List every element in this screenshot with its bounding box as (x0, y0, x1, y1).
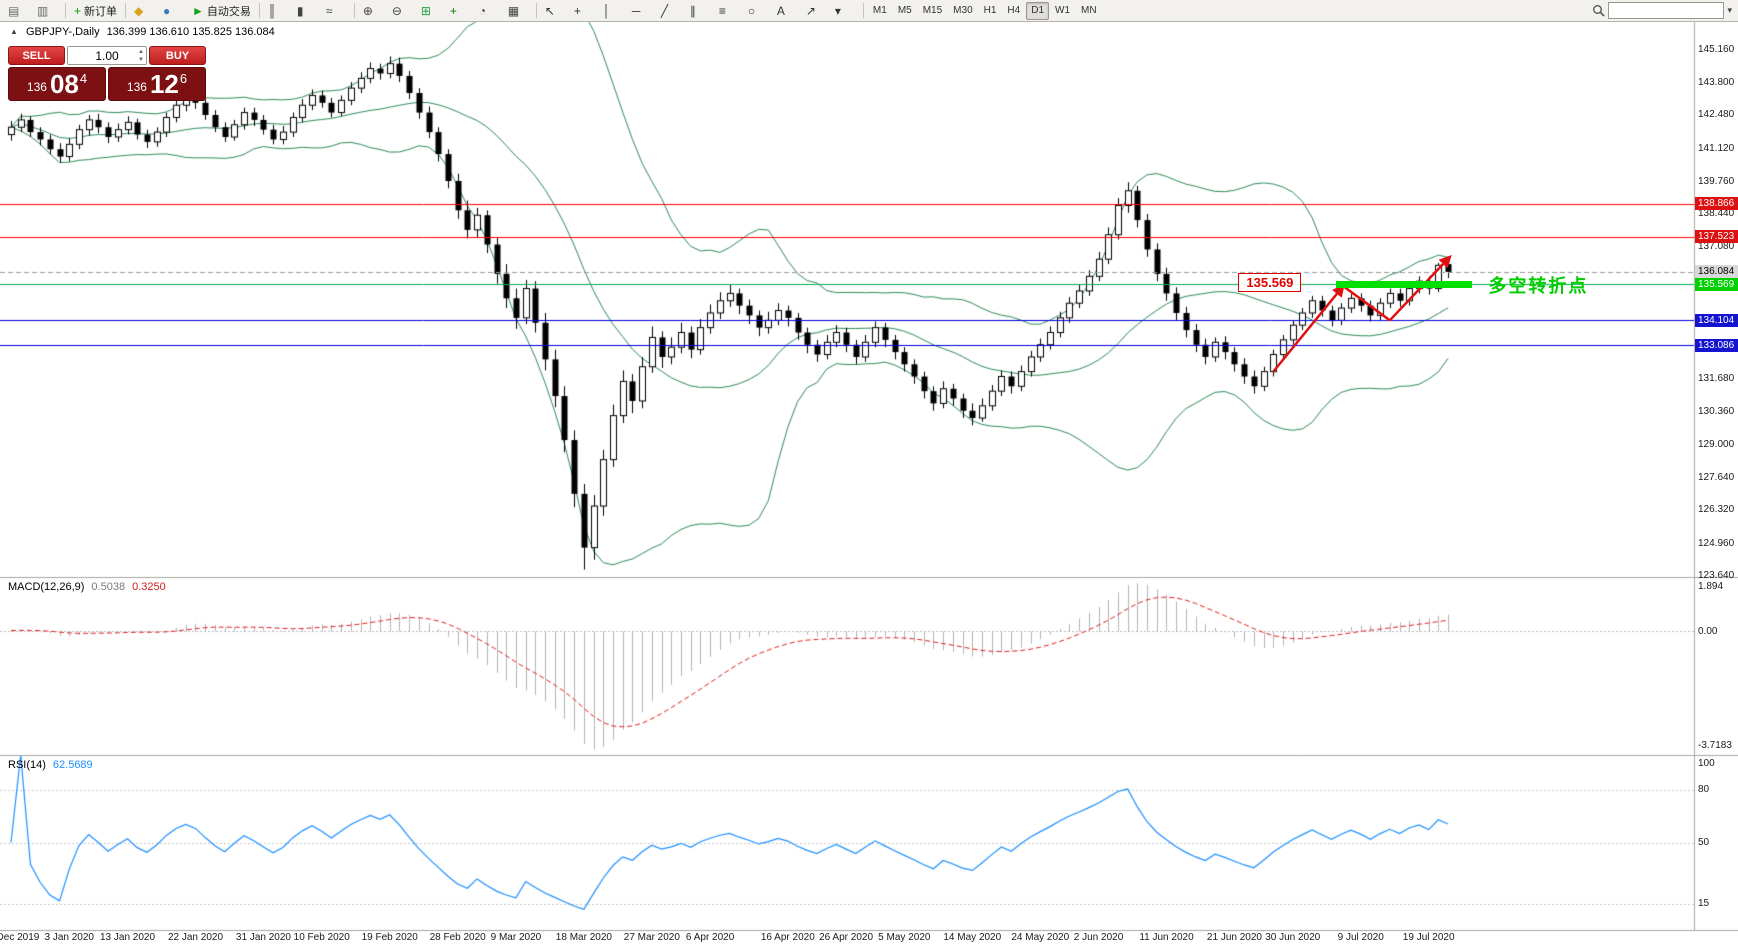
vertical-line-icon[interactable]: │ (599, 1, 627, 21)
search-box[interactable]: ▾ (1592, 2, 1732, 19)
channel-icon: ∥ (689, 3, 696, 18)
timeframe-h1[interactable]: H1 (983, 4, 997, 16)
autotrading-button[interactable]: ► 自动交易 (188, 1, 255, 21)
search-icon (1593, 5, 1606, 17)
fibonacci-icon: ≡ (718, 3, 726, 18)
candlestick-chart-icon[interactable]: ▮ (293, 1, 321, 21)
arrows-icon[interactable]: ↗ (802, 1, 830, 21)
new-chart-icon[interactable]: ▤ (4, 1, 32, 21)
search-dropdown-icon[interactable]: ▾ (1727, 5, 1732, 15)
autotrading-icon: ► (192, 3, 204, 18)
metaeditor-icon: ◆ (134, 3, 144, 18)
timeframe-d1[interactable]: D1 (1026, 1, 1050, 20)
profiles-icon: ▥ (37, 3, 49, 18)
toolbar-separator (535, 3, 537, 18)
crosshair-icon[interactable]: + (570, 1, 598, 21)
text-icon[interactable]: A (773, 1, 801, 21)
periods-icon: ◔ (478, 3, 487, 18)
toolbar-separator (353, 3, 355, 18)
cursor-icon: ↖ (544, 3, 555, 18)
horizontal-line-icon: ─ (631, 3, 641, 18)
timeframe-m15[interactable]: M15 (922, 4, 943, 16)
timeframe-m30[interactable]: M30 (953, 4, 973, 16)
zoom-in-icon: ⊕ (362, 3, 373, 18)
new-order-button[interactable]: + 新订单 (70, 1, 121, 21)
tile-windows-icon: ⊞ (420, 3, 431, 18)
line-chart-icon: ≈ (325, 3, 333, 18)
timeframe-m1[interactable]: M1 (872, 4, 887, 16)
zoom-out-icon: ⊖ (391, 3, 402, 18)
line-chart-icon[interactable]: ≈ (322, 1, 350, 21)
autotrading-label: 自动交易 (206, 5, 251, 18)
objects-dropdown-icon: ▾ (834, 3, 841, 18)
arrows-icon: ↗ (805, 3, 816, 18)
new-order-icon: + (74, 3, 82, 18)
indicators-icon: + (449, 3, 457, 18)
metaeditor-icon[interactable]: ◆ (130, 1, 158, 21)
bar-chart-icon: ║ (267, 3, 277, 18)
trendline-icon[interactable]: ╱ (657, 1, 685, 21)
templates-icon[interactable]: ▦ (504, 1, 532, 21)
zoom-in-icon[interactable]: ⊕ (359, 1, 387, 21)
periods-icon[interactable]: ◔ (475, 1, 503, 21)
timeframe-w1[interactable]: W1 (1055, 4, 1071, 16)
new-order-label: 新订单 (84, 5, 118, 18)
toolbar-separator (862, 3, 864, 18)
horizontal-line-icon[interactable]: ─ (628, 1, 656, 21)
crosshair-icon: + (573, 3, 581, 18)
templates-icon: ▦ (507, 3, 520, 18)
shapes-icon: ○ (747, 3, 756, 18)
candlestick-chart-icon: ▮ (296, 3, 304, 18)
zoom-out-icon[interactable]: ⊖ (388, 1, 416, 21)
vertical-line-icon: │ (602, 3, 611, 18)
indicators-icon[interactable]: + (446, 1, 474, 21)
channel-icon[interactable]: ∥ (686, 1, 714, 21)
search-input[interactable] (1608, 2, 1725, 19)
timeframe-h4[interactable]: H4 (1007, 4, 1021, 16)
toolbar: ▤ ▥ + 新订单 ◆ ● ► 自动交易 ║ ▮ ≈ ⊕ ⊖ ⊞ + ◔ ▦ ↖ + │ ─ ╱ ∥ ≡ ○ A ↗ ▾ M1 M5 M15… (0, 0, 1738, 22)
new-chart-icon: ▤ (8, 3, 20, 18)
fibonacci-icon[interactable]: ≡ (715, 1, 743, 21)
profiles-icon[interactable]: ▥ (33, 1, 61, 21)
terminal-icon: ● (163, 3, 171, 18)
toolbar-separator (125, 3, 127, 18)
text-icon: A (776, 3, 785, 18)
objects-dropdown-icon[interactable]: ▾ (831, 1, 859, 21)
terminal-icon[interactable]: ● (159, 1, 187, 21)
cursor-icon[interactable]: ↖ (541, 1, 569, 21)
toolbar-separator (258, 3, 260, 18)
bar-chart-icon[interactable]: ║ (264, 1, 292, 21)
toolbar-separator (65, 3, 66, 18)
trendline-icon: ╱ (660, 3, 669, 18)
timeframe-m5[interactable]: M5 (897, 4, 912, 16)
shapes-icon[interactable]: ○ (744, 1, 772, 21)
timeframe-mn[interactable]: MN (1081, 4, 1097, 16)
tile-windows-icon[interactable]: ⊞ (417, 1, 445, 21)
